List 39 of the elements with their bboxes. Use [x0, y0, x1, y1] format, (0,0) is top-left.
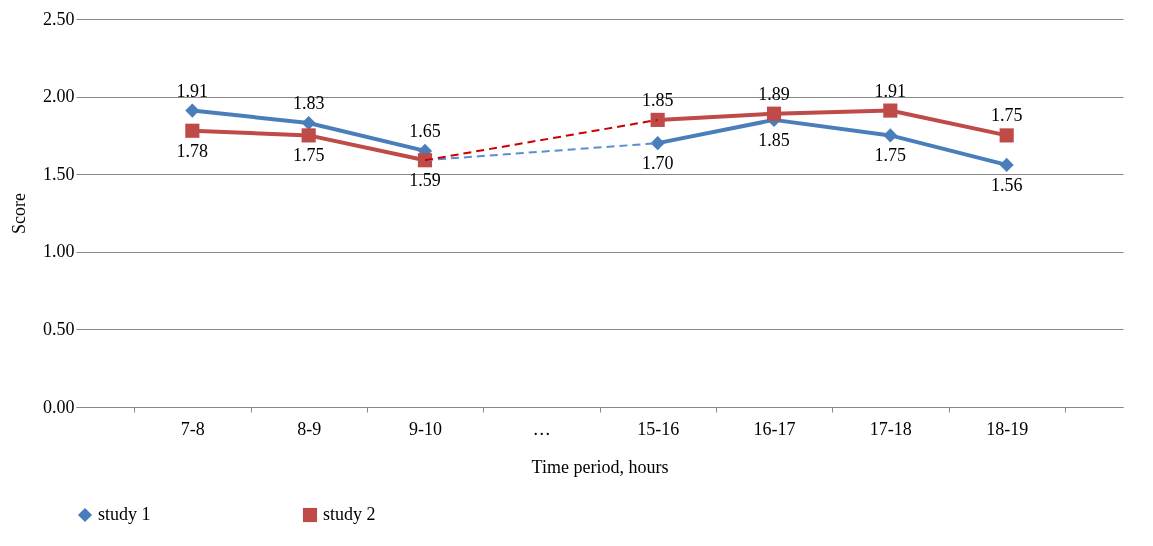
- point: [883, 128, 898, 143]
- data-label: 1.70: [641, 153, 674, 174]
- x-axis-title: Time period, hours: [531, 456, 669, 477]
- y-tick-label: 1.50: [43, 163, 75, 184]
- data-label: 1.75: [990, 105, 1023, 126]
- point: [650, 136, 665, 151]
- data-label: 1.91: [874, 80, 907, 101]
- y-tick-label: 1.00: [43, 241, 75, 262]
- x-tick-label: 7-8: [180, 418, 205, 439]
- point: [883, 103, 898, 118]
- data-label: 1.65: [409, 120, 441, 141]
- x-tick-label: 16-17: [753, 418, 796, 439]
- x-tick-label: 18-19: [986, 418, 1029, 439]
- x-tick-label: …: [532, 418, 551, 439]
- y-tick-label: 0.00: [43, 396, 75, 417]
- y-tick-label: 0.50: [43, 318, 75, 339]
- y-axis-title: Score: [9, 193, 29, 234]
- data-label: 1.75: [292, 145, 325, 166]
- legend-label: study 2: [323, 504, 376, 524]
- data-label: 1.56: [990, 174, 1023, 195]
- data-label: 1.75: [874, 145, 907, 166]
- x-tick-label: 15-16: [637, 418, 680, 439]
- data-label: 1.85: [758, 129, 790, 150]
- point: [999, 157, 1014, 172]
- x-tick-label: 17-18: [869, 418, 912, 439]
- y-tick-label: 2.00: [43, 86, 75, 107]
- point: [766, 106, 782, 121]
- data-label: 1.59: [409, 170, 441, 191]
- legend-label: study 1: [98, 504, 151, 524]
- x-tick-label: 8-9: [297, 418, 322, 439]
- data-label: 1.78: [176, 140, 209, 161]
- y-tick-label: 2.50: [43, 8, 75, 29]
- data-label: 1.91: [176, 80, 209, 101]
- data-label: 1.89: [758, 83, 790, 104]
- point: [650, 112, 665, 127]
- x-tick-label: 9-10: [409, 418, 442, 439]
- data-label: 1.83: [292, 92, 325, 113]
- point: [999, 128, 1014, 143]
- data-label: 1.85: [641, 89, 674, 110]
